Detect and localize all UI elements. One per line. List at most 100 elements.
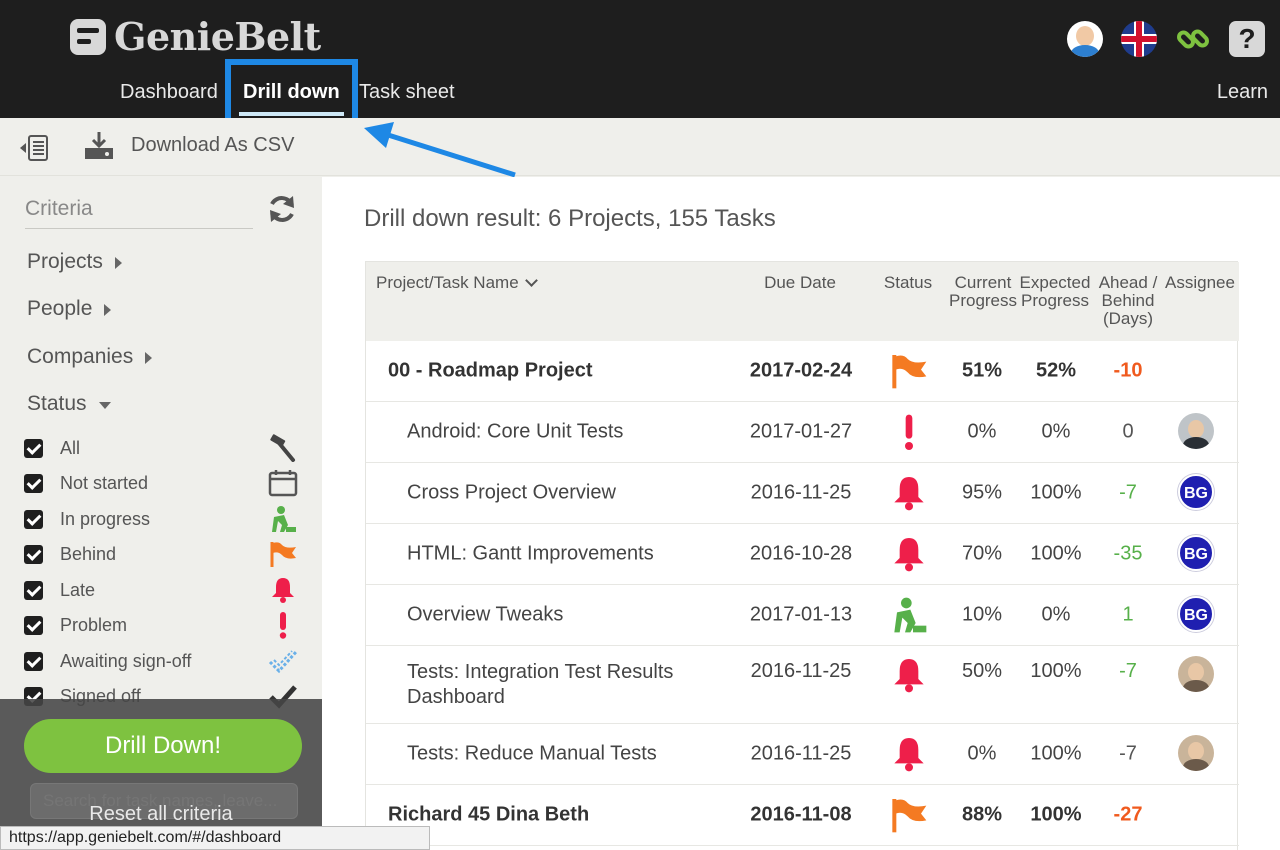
checkbox[interactable] xyxy=(24,473,43,493)
top-icons: ? xyxy=(1066,20,1266,58)
status-option-behind[interactable]: Behind xyxy=(24,540,300,568)
row-due-date: 2016-10-28 xyxy=(749,542,853,565)
nav-task-sheet[interactable]: Task sheet xyxy=(359,81,455,103)
assignee-avatar[interactable] xyxy=(1178,656,1222,694)
uk-flag-icon[interactable] xyxy=(1120,20,1158,58)
table-row-task[interactable]: HTML: Gantt Improvements 2016-10-28 70% … xyxy=(366,524,1239,585)
row-due-date: 2017-01-13 xyxy=(749,603,853,626)
caret-right-icon xyxy=(114,257,122,269)
annotation-arrow xyxy=(364,122,516,178)
sort-chevron-down-icon xyxy=(524,274,538,287)
link-icon[interactable] xyxy=(1174,20,1212,58)
checkbox[interactable] xyxy=(24,544,43,564)
drill-down-table: Project/Task Name Due Date Status Curren… xyxy=(365,261,1239,850)
row-name: Tests: Reduce Manual Tests xyxy=(407,742,657,765)
caret-down-icon xyxy=(98,401,111,409)
download-csv-button[interactable]: Download As CSV xyxy=(131,134,295,156)
row-current-progress: 50% xyxy=(961,660,1003,682)
caret-right-icon xyxy=(145,352,153,364)
col-status-header[interactable]: Status xyxy=(883,273,933,292)
nav-learn[interactable]: Learn xyxy=(1216,81,1268,103)
row-name: Cross Project Overview xyxy=(407,481,616,504)
dashed-check-icon xyxy=(266,646,300,676)
download-icon[interactable] xyxy=(82,130,116,162)
filter-projects[interactable]: Projects xyxy=(27,250,122,274)
row-expected-progress: 52% xyxy=(1035,359,1077,382)
col-name-header[interactable]: Project/Task Name xyxy=(376,274,538,292)
checkbox[interactable] xyxy=(24,651,43,671)
table-row-task[interactable]: Cross Project Overview 2016-11-25 95% 10… xyxy=(366,463,1239,524)
status-option-late[interactable]: Late xyxy=(24,576,300,604)
row-expected-progress: 100% xyxy=(1030,481,1082,504)
col-expected-header[interactable]: Expected Progress xyxy=(1019,273,1091,310)
row-ahead-behind: -10 xyxy=(1113,359,1143,382)
row-current-progress: 0% xyxy=(967,742,997,765)
table-row-task[interactable]: Android: Core Unit Tests 2017-01-27 0% 0… xyxy=(366,402,1239,463)
table-row-task[interactable]: Overview Tweaks 2017-01-13 10% 0% 1 BG xyxy=(366,585,1239,646)
main-nav: Dashboard Drill down Task sheet xyxy=(0,76,1280,116)
table-header: Project/Task Name Due Date Status Curren… xyxy=(366,262,1239,341)
col-due-header[interactable]: Due Date xyxy=(764,273,836,292)
assignee-avatar[interactable]: BG xyxy=(1178,596,1222,634)
table-row-project[interactable]: 00 - Roadmap Project 2017-02-24 51% 52% … xyxy=(366,341,1239,402)
assignee-avatar[interactable]: BG xyxy=(1178,535,1222,573)
worker-icon xyxy=(886,596,932,634)
checkbox[interactable] xyxy=(24,580,43,600)
task-search-input[interactable] xyxy=(30,783,298,819)
user-avatar-icon[interactable] xyxy=(1066,20,1104,58)
reset-criteria-link[interactable]: Reset all criteria xyxy=(89,803,233,825)
row-expected-progress: 0% xyxy=(1041,420,1071,443)
col-current-header[interactable]: Current Progress xyxy=(948,273,1018,310)
row-due-date: 2017-02-24 xyxy=(749,359,853,382)
assignee-avatar[interactable]: BG xyxy=(1178,474,1222,512)
flag-icon xyxy=(886,352,932,390)
row-expected-progress: 100% xyxy=(1030,803,1082,826)
flag-icon xyxy=(266,539,300,569)
row-expected-progress: 0% xyxy=(1041,603,1071,626)
checkbox[interactable] xyxy=(24,509,43,529)
active-tab-underline xyxy=(239,112,344,116)
drill-down-button[interactable]: Drill Down! xyxy=(24,719,302,773)
row-ahead-behind: -7 xyxy=(1119,481,1137,504)
row-name: HTML: Gantt Improvements xyxy=(407,542,654,565)
col-ahead-header[interactable]: Ahead / Behind (Days) xyxy=(1098,273,1158,328)
row-due-date: 2016-11-25 xyxy=(750,481,852,504)
filter-people[interactable]: People xyxy=(27,297,112,321)
logo-text: GenieBelt xyxy=(114,14,321,59)
nav-dashboard[interactable]: Dashboard xyxy=(120,81,218,103)
status-option-not-started[interactable]: Not started xyxy=(24,469,300,497)
row-ahead-behind: 0 xyxy=(1122,420,1134,443)
status-option-all[interactable]: All xyxy=(24,434,300,462)
row-current-progress: 0% xyxy=(967,420,997,443)
status-option-in-progress[interactable]: In progress xyxy=(24,505,300,533)
col-assignee-header[interactable]: Assignee xyxy=(1165,273,1235,292)
bell-icon xyxy=(886,535,932,573)
row-ahead-behind: -7 xyxy=(1119,660,1137,682)
nav-drill-down[interactable]: Drill down xyxy=(239,76,344,116)
table-row-task[interactable]: Tests: Reduce Manual Tests 2016-11-25 0%… xyxy=(366,724,1239,785)
row-current-progress: 10% xyxy=(961,603,1003,626)
collapse-sidebar-icon[interactable] xyxy=(18,134,50,162)
row-current-progress: 88% xyxy=(961,803,1003,826)
row-ahead-behind: -27 xyxy=(1113,803,1143,826)
assignee-avatar[interactable] xyxy=(1178,735,1222,773)
table-row-project[interactable]: Richard 45 Dina Beth 2016-11-08 88% 100%… xyxy=(366,785,1239,846)
checkbox[interactable] xyxy=(24,438,43,458)
status-option-awaiting-sign-off[interactable]: Awaiting sign-off xyxy=(24,647,300,675)
assignee-avatar[interactable] xyxy=(1178,413,1222,451)
top-bar: GenieBelt ? Dashboard Drill down Task sh… xyxy=(0,0,1280,118)
table-row-task[interactable]: Tests: Integration Test Results Dashboar… xyxy=(366,646,1239,724)
status-option-problem[interactable]: Problem xyxy=(24,611,300,639)
logo-icon xyxy=(70,18,106,55)
help-icon[interactable]: ? xyxy=(1228,20,1266,58)
row-ahead-behind: 1 xyxy=(1122,603,1134,626)
filter-companies[interactable]: Companies xyxy=(27,345,153,369)
row-due-date: 2017-01-27 xyxy=(749,420,853,443)
row-name: 00 - Roadmap Project xyxy=(388,359,593,382)
filter-status[interactable]: Status xyxy=(27,392,111,416)
checkbox[interactable] xyxy=(24,615,43,635)
refresh-icon[interactable] xyxy=(266,193,298,225)
row-current-progress: 51% xyxy=(961,359,1003,382)
criteria-input[interactable]: Criteria xyxy=(25,197,253,229)
app-logo[interactable]: GenieBelt xyxy=(70,14,321,59)
